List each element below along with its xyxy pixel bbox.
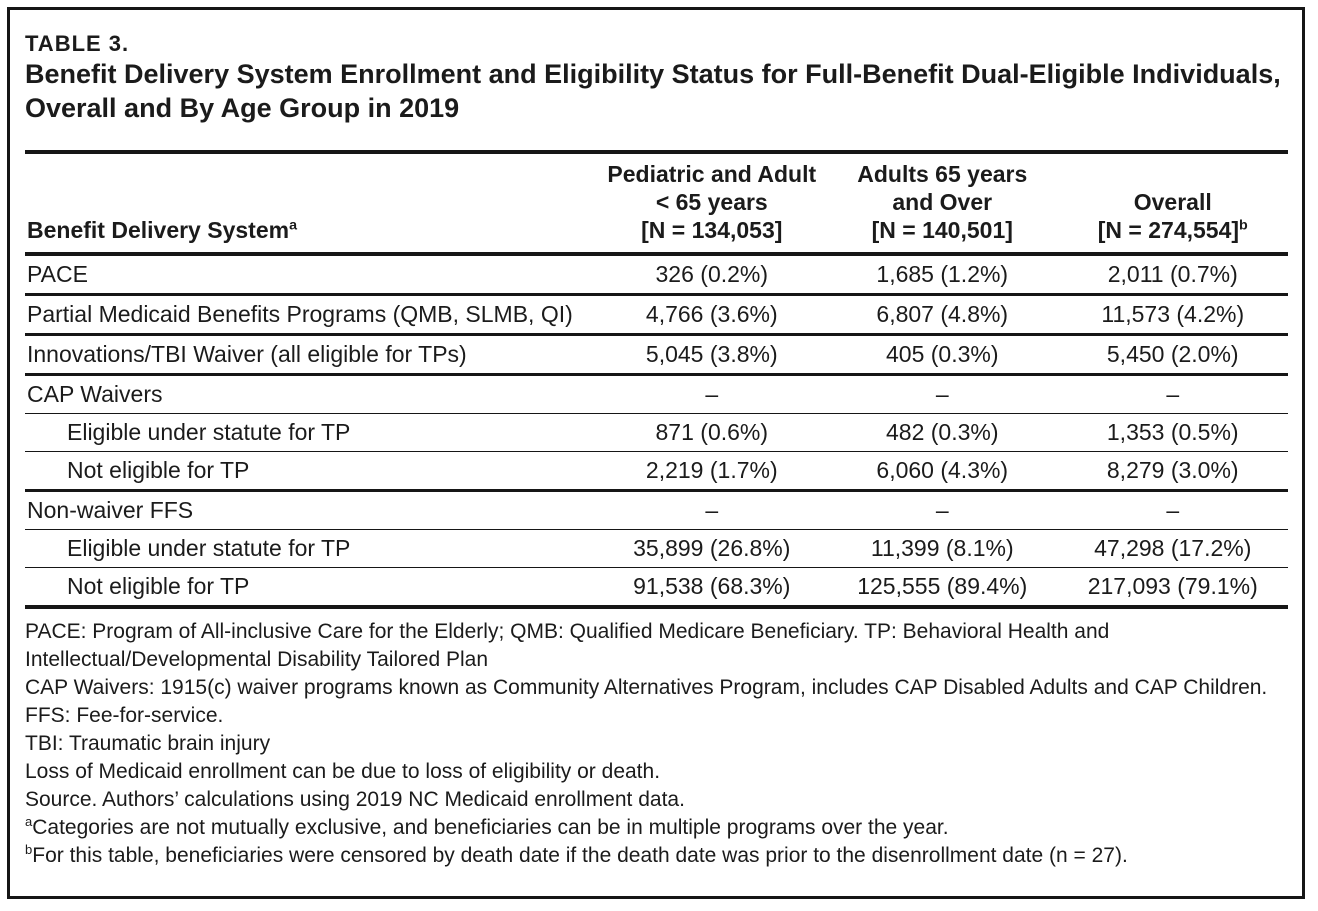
column-header: Pediatric and Adult < 65 years [N = 134,05…: [596, 152, 828, 256]
footnote-text: TBI: Traumatic brain injury: [25, 732, 271, 755]
column-header-line: [N = 274,554]b: [1060, 216, 1287, 244]
table-title-line-2: Overall and By Age Group in 2019: [25, 93, 460, 123]
column-header-superscript: b: [1239, 217, 1248, 234]
cell-value: 11,399 (8.1%): [827, 529, 1058, 568]
table-row: Eligible under statute for TP 871 (0.6%) 4…: [25, 413, 1288, 452]
cell-value: 326 (0.2%): [596, 254, 828, 296]
cell-value: 405 (0.3%): [827, 334, 1058, 376]
row-label: Innovations/TBI Waiver (all eligible for…: [25, 334, 597, 376]
column-header-line: < 65 years: [655, 189, 768, 215]
footnote-text: FFS: Fee-for-service.: [25, 704, 224, 727]
row-label: Partial Medicaid Benefits Programs (QMB,…: [25, 294, 597, 336]
cell-value: 47,298 (17.2%): [1057, 529, 1288, 568]
cell-value: –: [596, 490, 828, 530]
row-label: CAP Waivers: [25, 374, 597, 414]
table-title-line-1: Benefit Delivery System Enrollment and E…: [25, 59, 1281, 89]
cell-value: 6,807 (4.8%): [827, 294, 1058, 336]
column-header: Overall [N = 274,554]b: [1057, 152, 1288, 256]
cell-value: –: [827, 490, 1058, 530]
cell-value: 125,555 (89.4%): [827, 567, 1058, 609]
cell-value: –: [1057, 490, 1288, 530]
cell-value: 5,045 (3.8%): [596, 334, 828, 376]
table-row: CAP Waivers – – –: [25, 374, 1288, 414]
table-title-block: TABLE 3. Benefit Delivery System Enrollm…: [25, 30, 1288, 125]
column-header-line: Adults 65 years: [857, 161, 1028, 187]
cell-value: –: [827, 374, 1058, 414]
table-row: Not eligible for TP 91,538 (68.3%) 125,555…: [25, 567, 1288, 609]
footnotes-block: PACE: Program of All-inclusive Care for …: [25, 618, 1288, 870]
column-header-line: and Over: [892, 189, 993, 215]
footnote: Source. Authors’ calculations using 2019…: [25, 786, 1288, 814]
footnote-text: CAP Waivers: 1915(c) waiver programs kno…: [25, 676, 1268, 699]
table-row: Partial Medicaid Benefits Programs (QMB,…: [25, 294, 1288, 336]
row-label: Eligible under statute for TP: [25, 529, 597, 568]
cell-value: 35,899 (26.8%): [596, 529, 828, 568]
cell-value: 91,538 (68.3%): [596, 567, 828, 609]
table-header-row: Benefit Delivery Systema Pediatric and A…: [25, 152, 1288, 256]
row-label: PACE: [25, 254, 597, 296]
table-number-label: TABLE 3.: [25, 31, 130, 56]
footnote-text: Categories are not mutually exclusive, a…: [32, 816, 949, 839]
footnote: Loss of Medicaid enrollment can be due t…: [25, 758, 1288, 786]
cell-value: –: [596, 374, 828, 414]
footnote-text: Source. Authors’ calculations using 2019…: [25, 788, 685, 811]
cell-value: 5,450 (2.0%): [1057, 334, 1288, 376]
cell-value: –: [1057, 374, 1288, 414]
row-label: Non-waiver FFS: [25, 490, 597, 530]
footnote-text: Loss of Medicaid enrollment can be due t…: [25, 760, 661, 783]
cell-value: 217,093 (79.1%): [1057, 567, 1288, 609]
cell-value: 482 (0.3%): [827, 413, 1058, 452]
cell-value: 8,279 (3.0%): [1057, 451, 1288, 492]
cell-value: 4,766 (3.6%): [596, 294, 828, 336]
footnote: TBI: Traumatic brain injury: [25, 730, 1288, 758]
cell-value: 6,060 (4.3%): [827, 451, 1058, 492]
footnote-superscript: b: [25, 842, 33, 857]
row-header-cell: Benefit Delivery Systema: [25, 152, 597, 256]
footnote: PACE: Program of All-inclusive Care for …: [25, 618, 1288, 674]
footnote: bFor this table, beneficiaries were cens…: [25, 842, 1288, 870]
footnote-superscript: a: [25, 814, 33, 829]
cell-value: 871 (0.6%): [596, 413, 828, 452]
row-header-label: Benefit Delivery System: [27, 217, 290, 243]
row-label: Not eligible for TP: [25, 567, 597, 609]
paper-page: TABLE 3. Benefit Delivery System Enrollm…: [7, 7, 1305, 899]
column-header-line: Overall: [1133, 189, 1212, 215]
row-label: Not eligible for TP: [25, 451, 597, 492]
footnote: CAP Waivers: 1915(c) waiver programs kno…: [25, 674, 1288, 702]
table-body: PACE 326 (0.2%) 1,685 (1.2%) 2,011 (0.7%) Pa…: [25, 254, 1288, 609]
column-header-text: [N = 274,554]: [1097, 217, 1240, 243]
footnote: FFS: Fee-for-service.: [25, 702, 1288, 730]
column-header: Adults 65 years and Over [N = 140,501]: [827, 152, 1058, 256]
column-header-line: [N = 140,501]: [871, 217, 1013, 243]
table-header: Benefit Delivery Systema Pediatric and A…: [25, 152, 1288, 256]
table-row: Not eligible for TP 2,219 (1.7%) 6,060 (4.…: [25, 451, 1288, 492]
table-row: Eligible under statute for TP 35,899 (26.…: [25, 529, 1288, 568]
table-row: Non-waiver FFS – – –: [25, 490, 1288, 530]
cell-value: 1,685 (1.2%): [827, 254, 1058, 296]
cell-value: 1,353 (0.5%): [1057, 413, 1288, 452]
benefit-delivery-table: Benefit Delivery Systema Pediatric and A…: [25, 150, 1288, 609]
column-header-line: Pediatric and Adult: [607, 161, 817, 187]
cell-value: 2,219 (1.7%): [596, 451, 828, 492]
column-header-line: [N = 134,053]: [641, 217, 783, 243]
table-row: Innovations/TBI Waiver (all eligible for…: [25, 334, 1288, 376]
row-header-superscript: a: [289, 217, 298, 234]
table-row: PACE 326 (0.2%) 1,685 (1.2%) 2,011 (0.7%): [25, 254, 1288, 296]
row-label: Eligible under statute for TP: [25, 413, 597, 452]
footnote-text: PACE: Program of All-inclusive Care for …: [25, 620, 1110, 671]
cell-value: 11,573 (4.2%): [1057, 294, 1288, 336]
footnote: aCategories are not mutually exclusive, …: [25, 814, 1288, 842]
footnote-text: For this table, beneficiaries were censo…: [32, 844, 1128, 867]
cell-value: 2,011 (0.7%): [1057, 254, 1288, 296]
